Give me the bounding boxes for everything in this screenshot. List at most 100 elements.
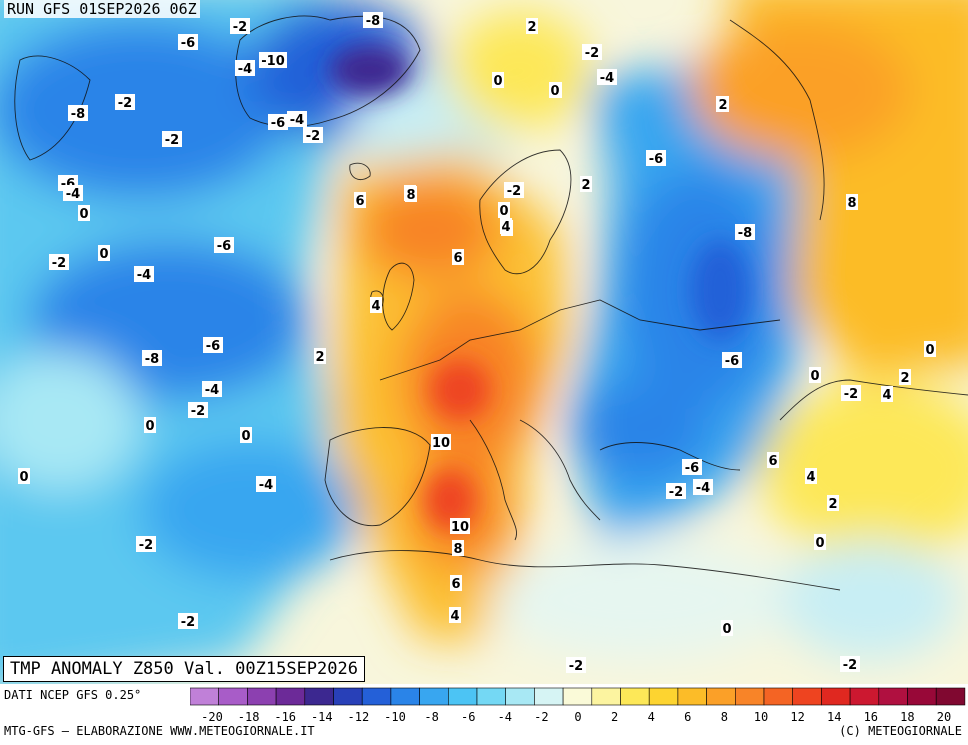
color-scale-tick-label: 2 — [611, 710, 618, 724]
color-scale-tick-label: -4 — [498, 710, 512, 724]
color-scale-swatch — [218, 687, 248, 706]
color-scale-swatch — [275, 687, 306, 706]
svg-text:0: 0 — [145, 419, 154, 434]
footer: DATI NCEP GFS 0.25° -20 -18 -16 -14 -12 -10 -8… — [0, 684, 968, 745]
contour-label: -6 — [646, 150, 666, 167]
svg-text:-4: -4 — [66, 187, 80, 202]
map-title: TMP ANOMALY Z850 Val. 00Z15SEP2026 — [3, 656, 365, 682]
svg-text:-8: -8 — [71, 107, 85, 122]
color-scale-tick-label: 16 — [864, 710, 878, 724]
svg-text:4: 4 — [371, 299, 380, 314]
svg-text:0: 0 — [99, 247, 108, 262]
contour-label: -2 — [49, 254, 69, 271]
svg-text:4: 4 — [501, 220, 510, 235]
contour-label: 10 — [450, 518, 470, 535]
contour-label: -6 — [214, 237, 234, 254]
svg-text:6: 6 — [768, 454, 777, 469]
contour-label: 4 — [449, 607, 461, 624]
svg-text:-2: -2 — [52, 256, 66, 271]
svg-text:-2: -2 — [181, 615, 195, 630]
color-scale-tick-label: -12 — [348, 710, 370, 724]
svg-text:-4: -4 — [205, 383, 219, 398]
color-scale-swatch — [677, 687, 707, 706]
contour-label: 0 — [98, 245, 110, 262]
color-scale-tick-label: -16 — [274, 710, 296, 724]
contour-label: -4 — [63, 185, 83, 202]
contour-label: 0 — [549, 82, 561, 99]
svg-text:0: 0 — [550, 84, 559, 99]
svg-text:-8: -8 — [145, 352, 159, 367]
color-scale-tick-label: 0 — [574, 710, 581, 724]
color-scale-swatch — [849, 687, 880, 706]
svg-text:10: 10 — [451, 520, 469, 535]
color-scale-swatch — [447, 687, 478, 706]
contour-label: -8 — [735, 224, 755, 241]
color-scale-swatch — [591, 687, 621, 706]
contour-label: 0 — [721, 620, 733, 637]
color-scale-swatch — [361, 687, 392, 706]
svg-text:-6: -6 — [725, 354, 739, 369]
contour-label: 0 — [144, 417, 156, 434]
svg-text:-8: -8 — [366, 14, 380, 29]
svg-text:2: 2 — [527, 20, 536, 35]
contour-label: 2 — [526, 18, 538, 35]
svg-text:2: 2 — [581, 178, 590, 193]
svg-text:6: 6 — [355, 194, 364, 209]
svg-text:8: 8 — [406, 188, 415, 203]
svg-text:2: 2 — [718, 98, 727, 113]
contour-label: 8 — [405, 186, 417, 203]
contour-label: 2 — [827, 495, 839, 512]
contour-label: 0 — [78, 205, 90, 222]
svg-text:6: 6 — [451, 577, 460, 592]
contour-label: -6 — [682, 459, 702, 476]
color-scale-tick-label: -20 — [201, 710, 223, 724]
copyright-label: (C) METEOGIORNALE — [839, 724, 962, 738]
contour-label: -2 — [188, 402, 208, 419]
svg-text:-4: -4 — [137, 268, 151, 283]
color-scale-swatch — [620, 687, 650, 706]
color-scale-tick-label: 10 — [754, 710, 768, 724]
svg-text:-4: -4 — [696, 481, 710, 496]
color-scale-swatch — [763, 687, 794, 706]
contour-label: -2 — [504, 182, 524, 199]
svg-text:-2: -2 — [569, 659, 583, 674]
color-scale-swatch — [390, 687, 420, 706]
svg-text:4: 4 — [882, 388, 891, 403]
contour-label: 6 — [450, 575, 462, 592]
svg-text:-8: -8 — [738, 226, 752, 241]
contour-label: -6 — [268, 114, 288, 131]
color-scale-tick-label: -18 — [238, 710, 260, 724]
svg-text:2: 2 — [900, 371, 909, 386]
contour-label: -4 — [597, 69, 617, 86]
svg-text:-2: -2 — [669, 485, 683, 500]
contour-label: -2 — [178, 613, 198, 630]
contour-labels: -8-2-6-4-10-2-6 -4-2-8-2-6-400-2-4-6-6-8-… — [18, 12, 936, 674]
run-label: RUN GFS 01SEP2026 06Z — [4, 0, 200, 18]
contour-label: -2 — [115, 94, 135, 111]
color-scale-swatch — [476, 687, 507, 706]
svg-text:-4: -4 — [238, 62, 252, 77]
color-scale-tick-label: 4 — [648, 710, 655, 724]
contour-label: 0 — [924, 341, 936, 358]
color-scale-tick-label: -14 — [311, 710, 333, 724]
contour-label: -6 — [203, 337, 223, 354]
svg-text:-2: -2 — [118, 96, 132, 111]
svg-text:-6: -6 — [649, 152, 663, 167]
svg-text:8: 8 — [847, 196, 856, 211]
contour-label: 0 — [814, 534, 826, 551]
svg-text:0: 0 — [815, 536, 824, 551]
color-scale-swatch — [190, 687, 220, 706]
contour-label: 2 — [717, 96, 729, 113]
contour-label: 2 — [580, 176, 592, 193]
color-scale-swatch — [648, 687, 679, 706]
contour-label: -4 — [134, 266, 154, 283]
contour-label: 8 — [452, 540, 464, 557]
contour-label: -6 — [178, 34, 198, 51]
contour-label: -4 — [693, 479, 713, 496]
contour-label: -2 — [666, 483, 686, 500]
svg-text:4: 4 — [806, 470, 815, 485]
color-scale-tick-label: 20 — [937, 710, 951, 724]
color-scale-swatch — [247, 687, 277, 706]
contour-label: 0 — [18, 468, 30, 485]
contour-label: -2 — [582, 44, 602, 61]
